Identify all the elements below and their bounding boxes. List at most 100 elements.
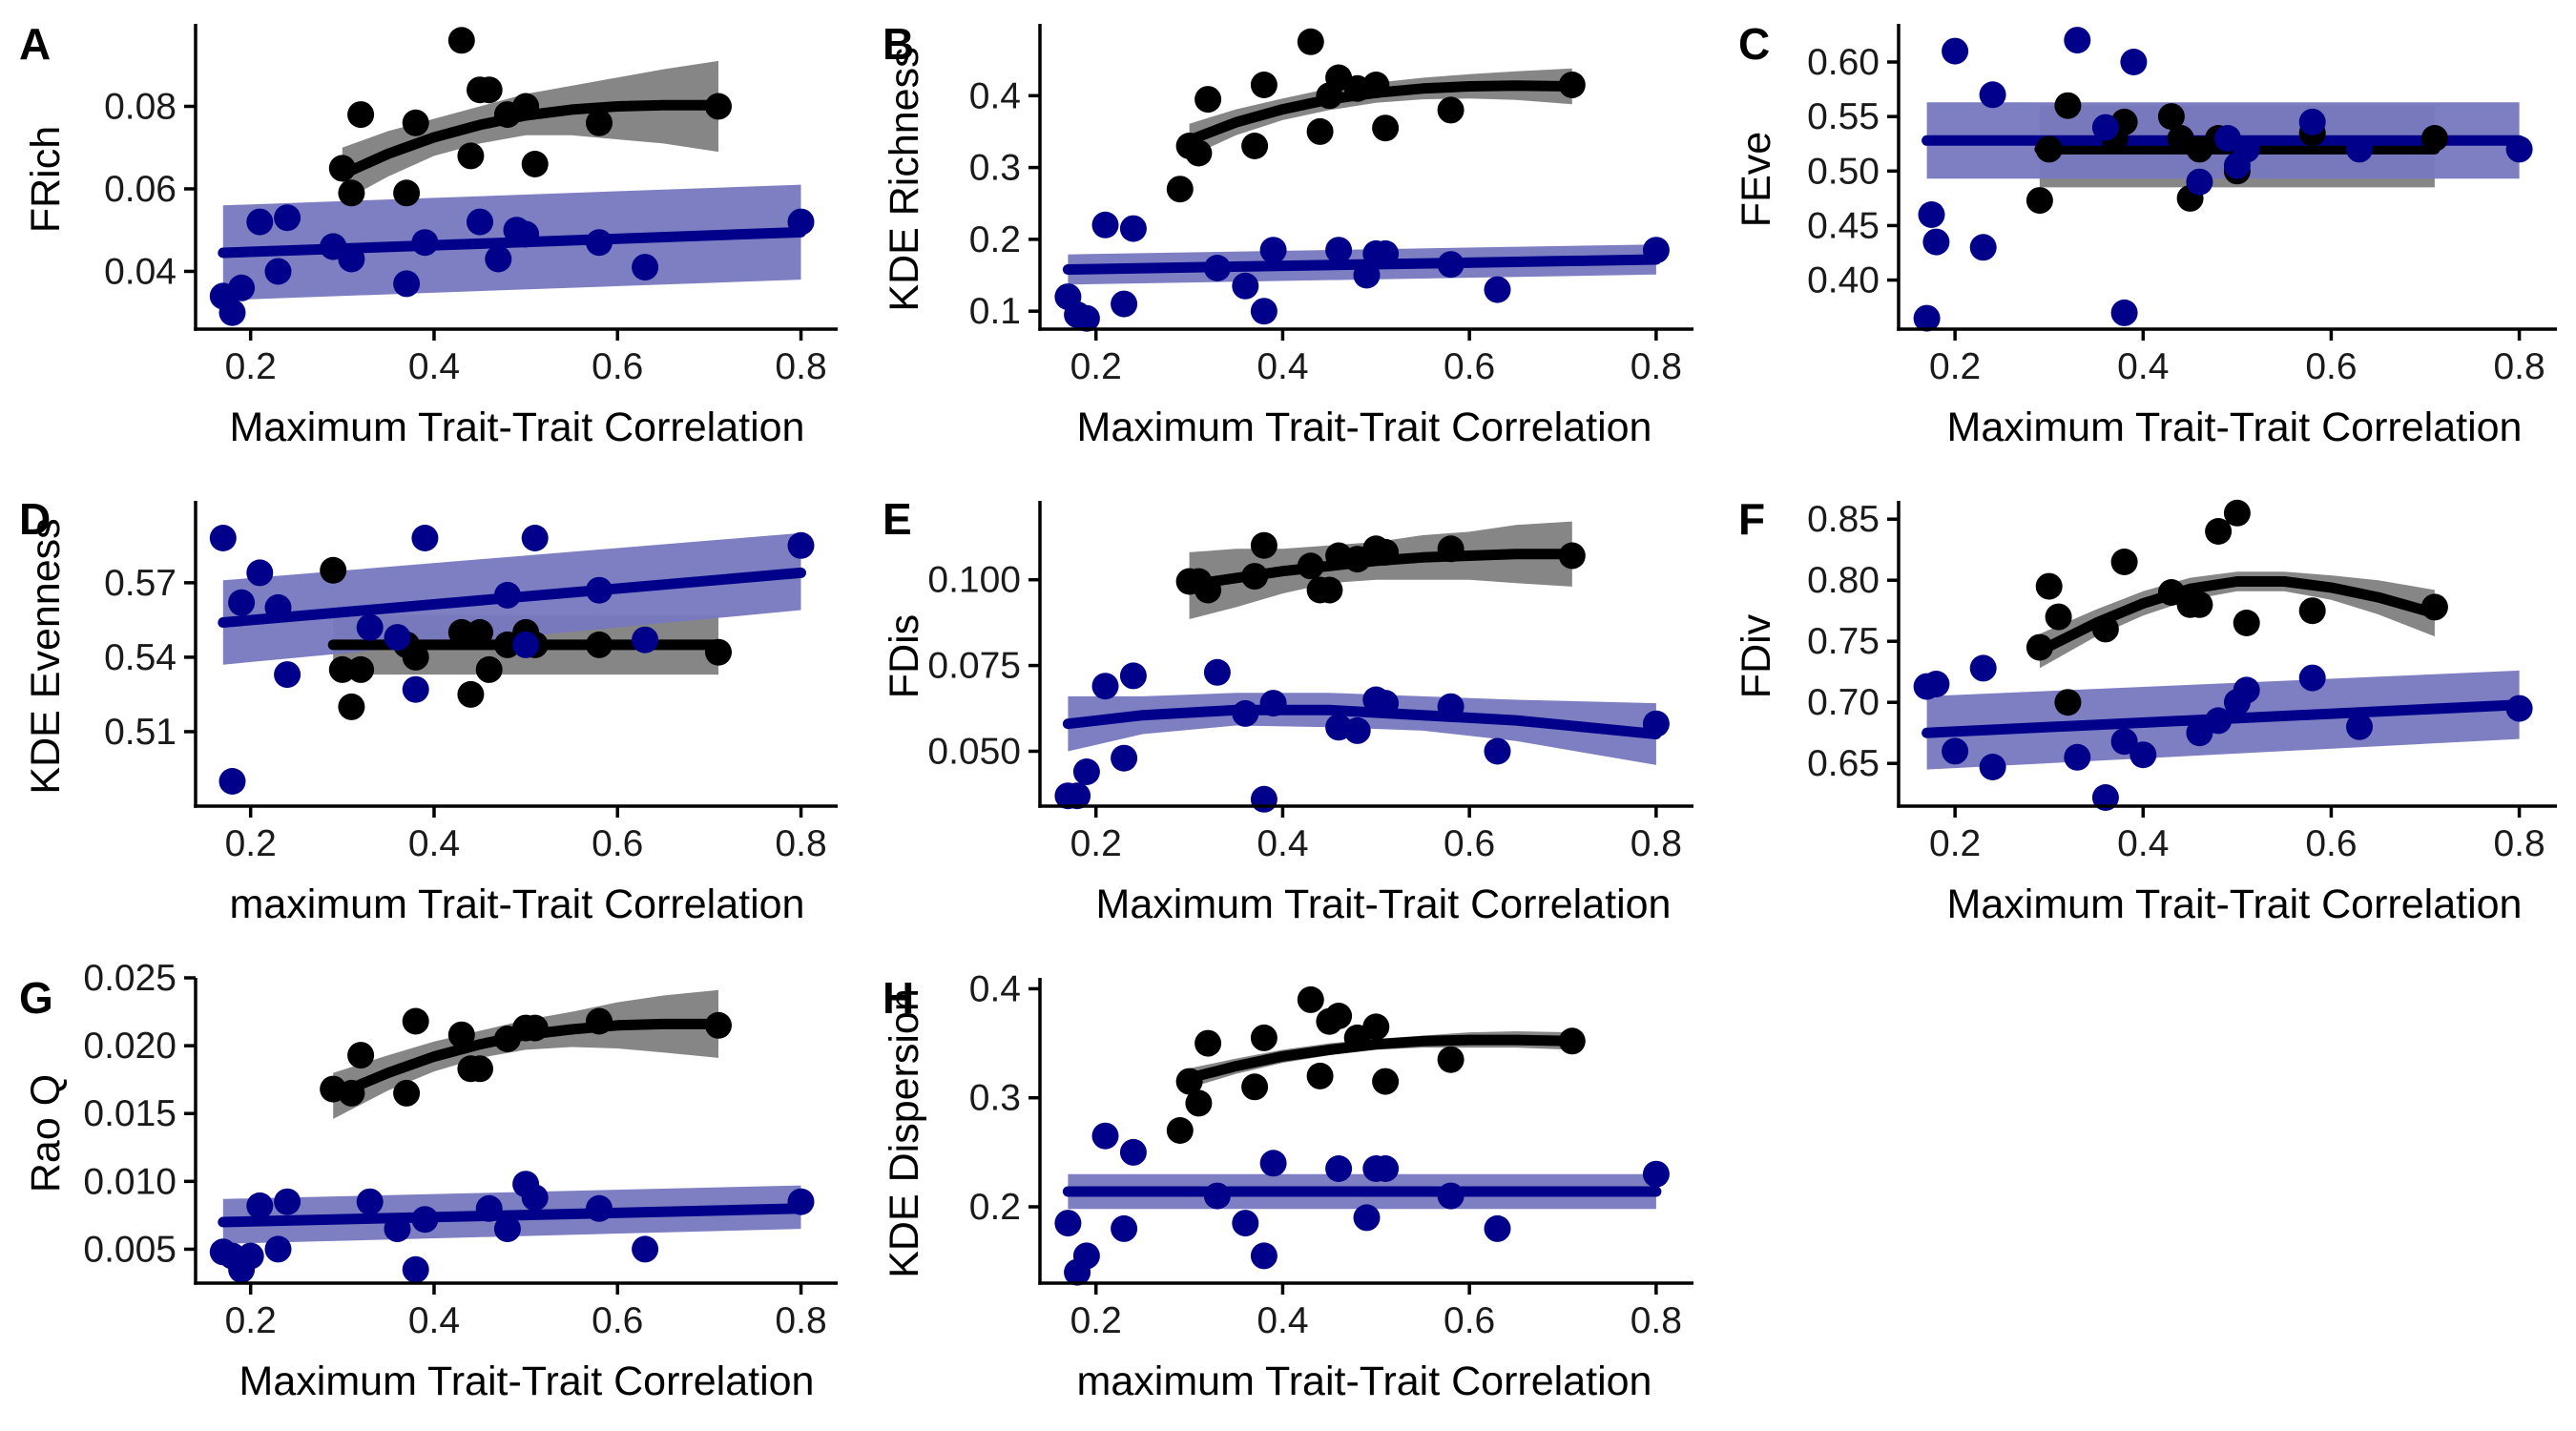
y-tick-label: 0.3 [969,148,1021,189]
data-point-series-1 [586,109,613,136]
data-point-series-1 [2054,689,2082,716]
x-tick-label: 0.8 [775,346,826,387]
plot-area [1913,499,2533,811]
data-point-series-2 [338,245,365,273]
data-point-series-2 [2505,695,2533,722]
data-point-series-2 [1250,785,1278,813]
data-point-series-2 [475,1194,503,1222]
data-point-series-2 [1969,654,1997,682]
y-tick-label: 0.85 [1807,499,1880,540]
x-tick-label: 0.8 [775,823,826,864]
data-point-series-2 [1642,237,1670,264]
data-point-series-1 [320,556,347,584]
y-tick-label: 0.51 [104,712,177,753]
y-tick-label: 0.020 [83,1026,177,1067]
data-point-series-1 [1325,1003,1353,1029]
plot-area [1054,985,1670,1286]
data-point-series-2 [1232,699,1259,727]
y-axis-title: KDE Evenness [23,518,69,794]
x-tick-label: 0.2 [1070,346,1122,387]
x-tick-label: 0.2 [1929,346,1981,387]
x-axis-title: maximum Trait-Trait Correlation [230,881,805,927]
data-point-series-2 [2346,135,2373,163]
data-point-series-1 [1362,72,1390,98]
data-point-series-2 [228,589,256,616]
panel-label: C [1738,19,1770,69]
x-tick-label: 0.6 [2305,346,2357,387]
data-point-series-2 [274,661,301,689]
confidence-band-series-1 [333,989,718,1119]
x-axis-title: Maximum Trait-Trait Correlation [1947,404,2523,450]
y-tick-label: 0.025 [83,958,177,999]
y-tick-label: 0.2 [969,1187,1021,1228]
data-point-series-1 [586,631,613,658]
data-point-series-1 [402,109,429,136]
y-tick-label: 0.55 [1807,96,1880,137]
data-point-series-2 [402,675,429,703]
data-point-series-2 [632,254,659,281]
y-axis-title: FDis [882,614,927,698]
data-point-series-1 [1437,96,1465,124]
data-point-series-2 [411,229,439,257]
data-point-series-2 [1918,201,1945,228]
x-tick-label: 0.6 [592,346,643,387]
data-point-series-1 [1558,72,1586,98]
data-point-series-1 [1306,117,1334,145]
data-point-series-1 [457,142,485,170]
data-point-series-1 [2298,597,2326,625]
panel-h: H maximum Trait-Trait Correlation KDE Di… [882,968,1693,1404]
data-point-series-1 [1372,114,1400,142]
data-point-series-2 [1484,276,1511,303]
x-axis-title: maximum Trait-Trait Correlation [1077,1358,1652,1404]
data-point-series-2 [1913,304,1941,332]
y-axis-title: FEve [1734,132,1779,227]
y-axis-title: KDE Richness [882,47,927,311]
data-point-series-1 [1241,133,1269,159]
data-point-series-1 [457,680,485,708]
data-point-series-1 [1241,563,1269,591]
data-point-series-2 [2346,713,2373,740]
data-point-series-1 [393,179,421,207]
data-point-series-1 [1185,1089,1213,1117]
y-tick-label: 0.06 [104,169,177,210]
data-point-series-2 [787,208,815,236]
data-point-series-2 [1072,1242,1100,1270]
data-point-series-2 [493,581,521,609]
data-point-series-1 [512,93,540,120]
data-point-series-1 [447,27,475,54]
data-point-series-2 [218,768,246,795]
data-point-series-2 [1979,754,2006,780]
panel-a: A Maximum Trait-Trait Correlation FRich … [19,19,838,450]
y-tick-label: 0.2 [969,219,1021,260]
data-point-series-1 [467,1055,493,1083]
x-tick-label: 0.2 [1070,823,1122,864]
data-point-series-1 [402,1007,429,1035]
x-tick-label: 0.4 [1257,1300,1308,1341]
confidence-band-series-1 [1189,521,1572,619]
data-point-series-2 [246,559,274,587]
panel-label: B [883,19,914,69]
data-point-series-2 [493,1215,521,1243]
y-tick-label: 0.075 [927,646,1021,687]
x-tick-label: 0.6 [1444,823,1495,864]
panel-label: H [883,973,914,1023]
data-point-series-2 [2298,108,2326,135]
data-point-series-2 [1119,662,1147,690]
data-point-series-1 [467,618,493,646]
panel-label: D [19,494,51,544]
data-point-series-1 [2054,92,2082,119]
data-point-series-2 [1064,782,1091,810]
data-point-series-2 [411,525,439,551]
data-point-series-1 [2025,633,2053,661]
x-tick-label: 0.4 [1257,346,1308,387]
data-point-series-2 [237,1242,264,1270]
data-point-series-1 [347,1042,375,1069]
data-point-series-2 [1119,1138,1147,1166]
x-axis-title: Maximum Trait-Trait Correlation [1077,404,1652,450]
x-tick-label: 0.4 [408,346,460,387]
data-point-series-2 [384,624,411,652]
y-tick-label: 0.60 [1807,42,1880,83]
data-point-series-1 [475,76,503,104]
confidence-band-series-1 [1189,1031,1572,1089]
data-point-series-2 [2110,728,2138,756]
